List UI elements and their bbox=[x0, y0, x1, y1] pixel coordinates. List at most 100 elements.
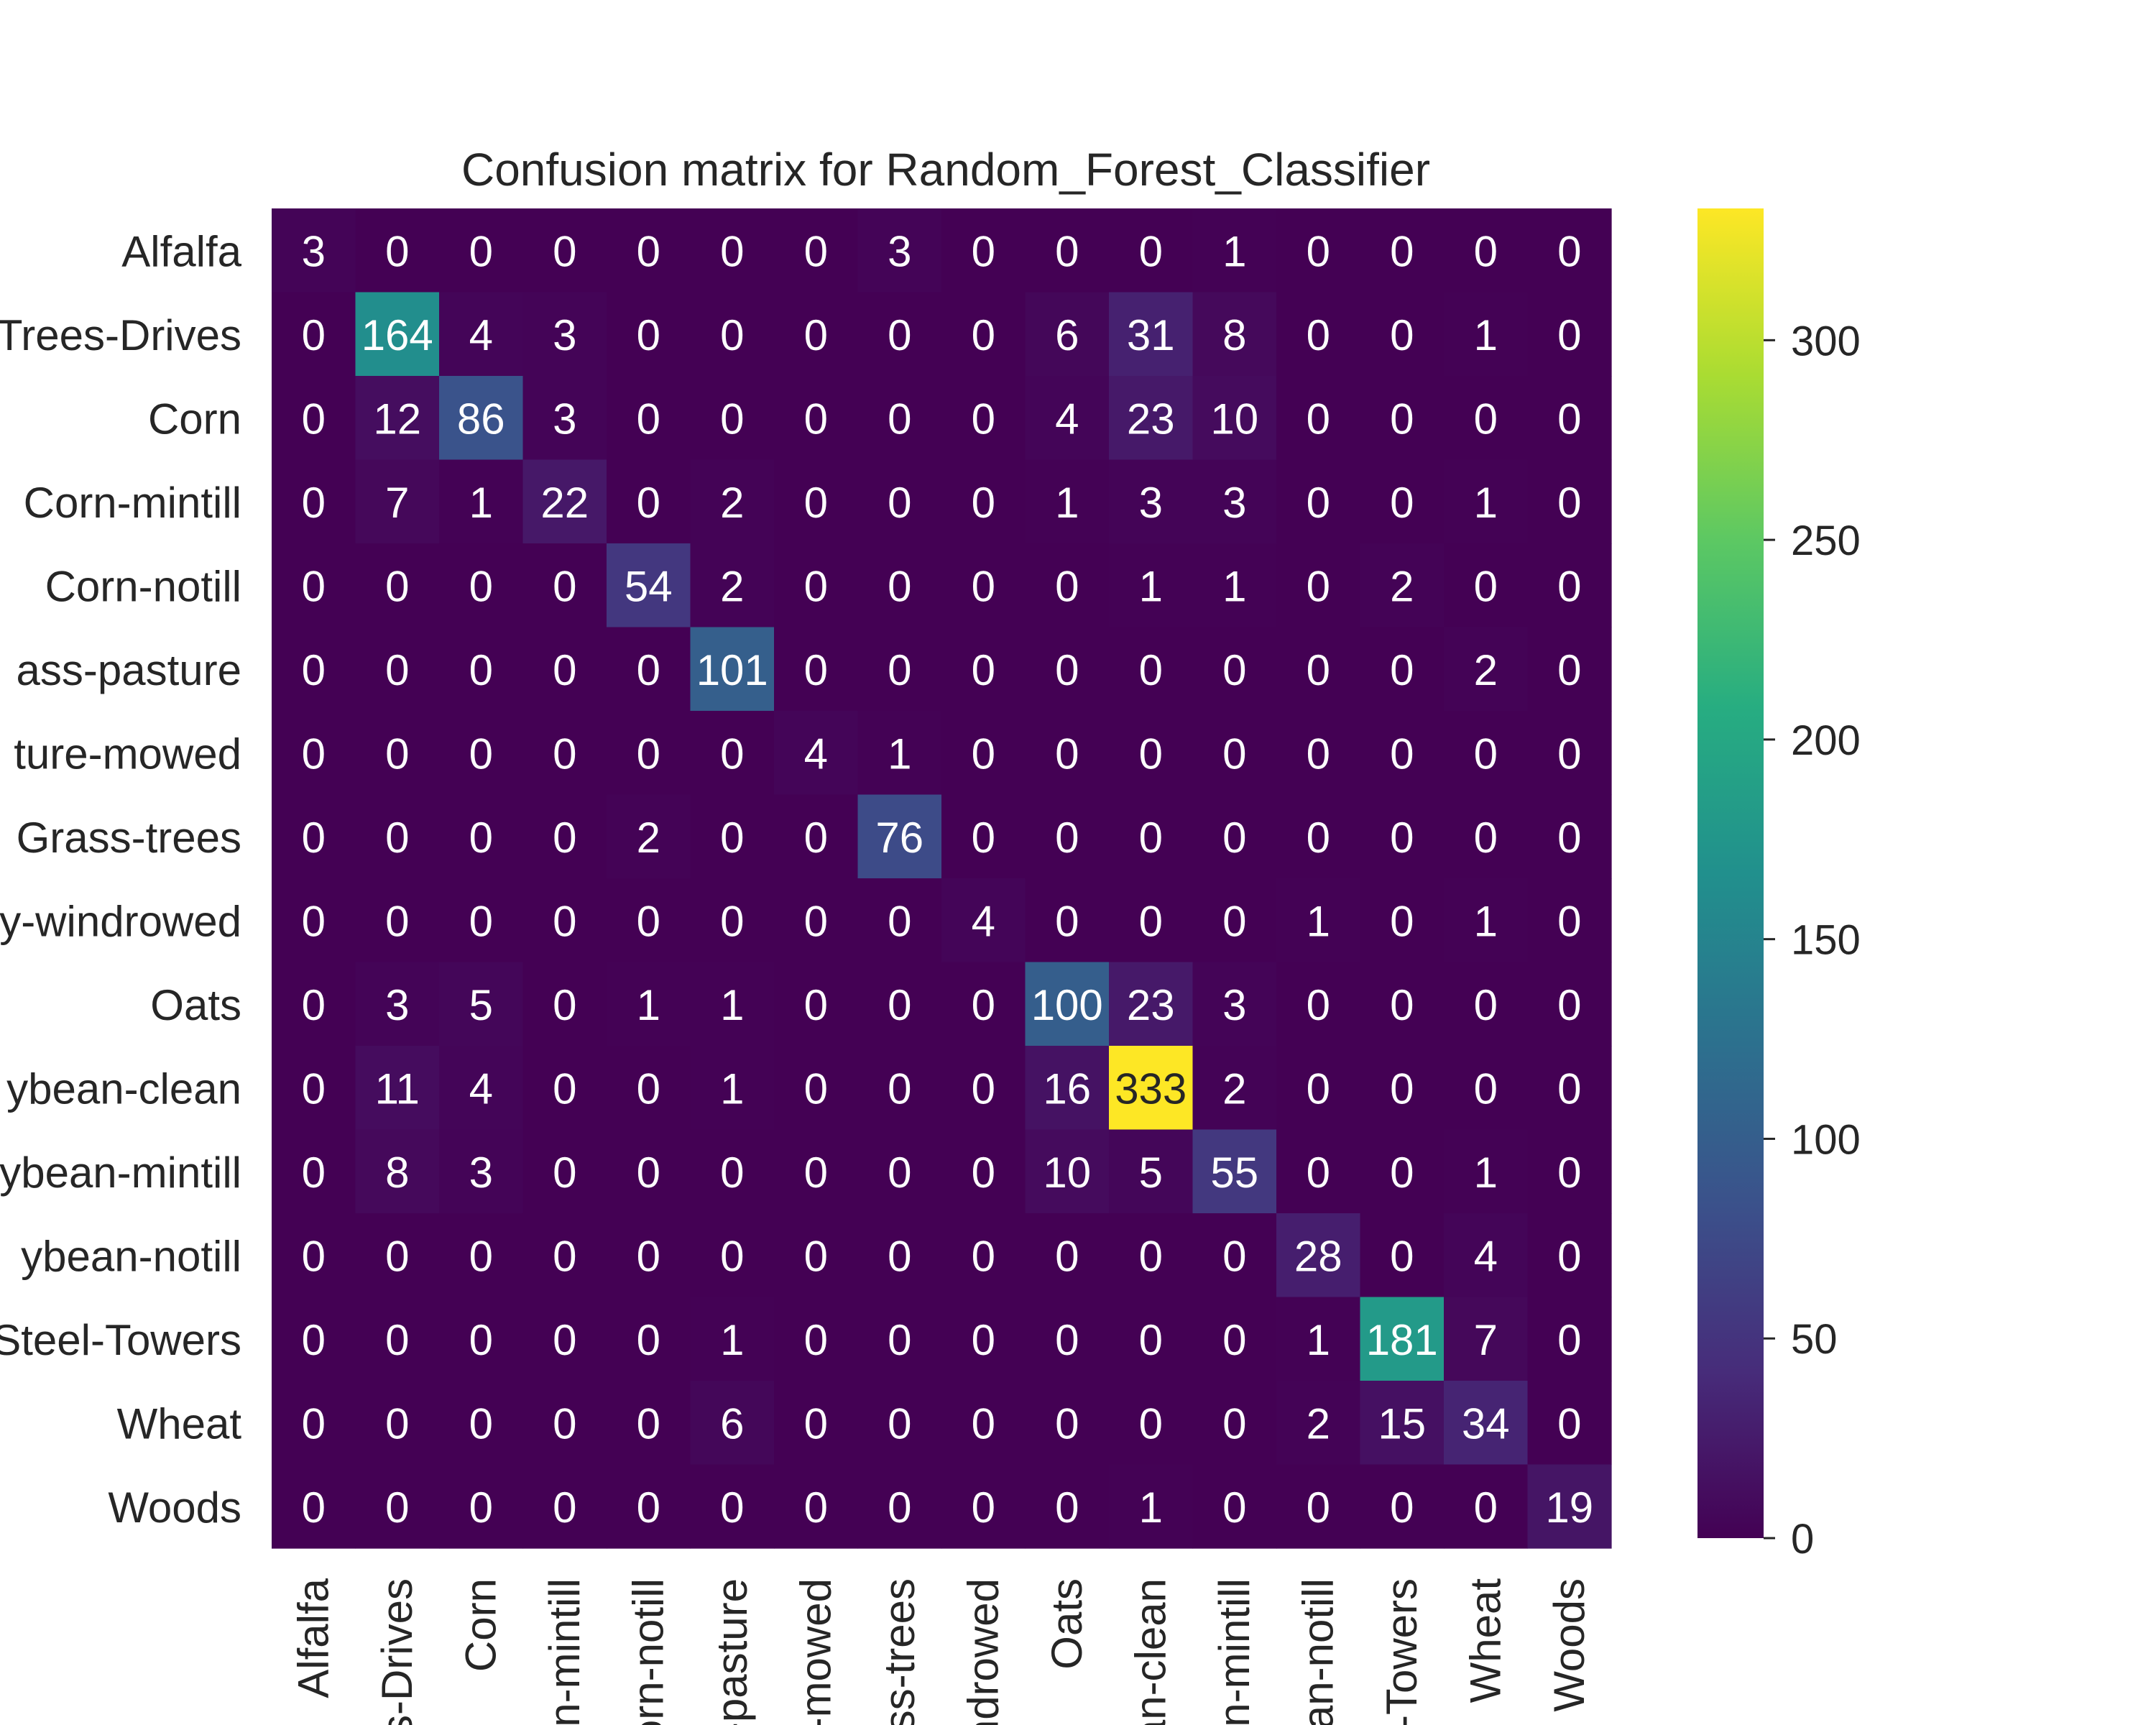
heatmap-cell bbox=[774, 1297, 859, 1381]
heatmap-cell bbox=[1276, 459, 1361, 544]
heatmap-cell bbox=[355, 208, 440, 293]
heatmap-cell bbox=[1444, 459, 1529, 544]
cell-value: 0 bbox=[553, 1232, 576, 1280]
cell-value: 6 bbox=[720, 1399, 744, 1448]
heatmap-cell bbox=[522, 1213, 607, 1298]
cell-value: 0 bbox=[302, 1232, 326, 1280]
heatmap-cell bbox=[774, 292, 859, 377]
cell-value: 0 bbox=[972, 311, 995, 359]
heatmap-cell bbox=[355, 1213, 440, 1298]
column-tick-label: Wheat bbox=[1461, 1578, 1509, 1703]
cell-value: 0 bbox=[804, 1316, 828, 1364]
cell-value: 0 bbox=[720, 897, 744, 945]
heatmap-cell bbox=[690, 962, 775, 1046]
heatmap-cell bbox=[857, 208, 942, 293]
cell-value: 0 bbox=[469, 1316, 493, 1364]
cell-value: 4 bbox=[469, 1064, 493, 1113]
heatmap-cell bbox=[522, 962, 607, 1046]
heatmap-cell bbox=[690, 627, 775, 712]
cell-value: 0 bbox=[553, 227, 576, 275]
cell-value: 0 bbox=[804, 1484, 828, 1532]
heatmap-cell bbox=[941, 1297, 1026, 1381]
cell-value: 0 bbox=[888, 1399, 911, 1448]
heatmap-cell bbox=[774, 1046, 859, 1131]
cell-value: 0 bbox=[1307, 814, 1330, 862]
cell-value: 0 bbox=[888, 479, 911, 527]
column-tick-label: s-Drives bbox=[373, 1578, 421, 1725]
heatmap-cell bbox=[1527, 1297, 1612, 1381]
heatmap-cell bbox=[522, 1381, 607, 1466]
column-tick-label: n-mintill bbox=[540, 1578, 589, 1725]
cell-value: 1 bbox=[1139, 562, 1163, 610]
heatmap-cell bbox=[607, 1129, 691, 1214]
cell-value: 3 bbox=[469, 1149, 493, 1197]
heatmap-cell bbox=[1192, 208, 1277, 293]
cell-value: 0 bbox=[1307, 1149, 1330, 1197]
cell-value: 2 bbox=[720, 479, 744, 527]
heatmap-cell bbox=[857, 1464, 942, 1549]
heatmap-cell bbox=[1025, 711, 1110, 796]
heatmap-cell bbox=[1360, 794, 1445, 879]
heatmap-cell bbox=[690, 208, 775, 293]
heatmap-cell bbox=[272, 711, 356, 796]
cell-value: 0 bbox=[888, 1316, 911, 1364]
heatmap-cell bbox=[439, 794, 524, 879]
cell-value: 0 bbox=[972, 227, 995, 275]
cell-value: 0 bbox=[1474, 227, 1498, 275]
heatmap-cell bbox=[1444, 1046, 1529, 1131]
heatmap-cell bbox=[1025, 1381, 1110, 1466]
heatmap-cell bbox=[522, 1297, 607, 1381]
heatmap-cell bbox=[1192, 878, 1277, 963]
heatmap-cell bbox=[1360, 543, 1445, 628]
row-tick-label: ture-mowed bbox=[14, 730, 241, 778]
cell-value: 0 bbox=[553, 1316, 576, 1364]
cell-value: 0 bbox=[972, 981, 995, 1029]
heatmap-cell bbox=[355, 962, 440, 1046]
heatmap-cell bbox=[1527, 1464, 1612, 1549]
cell-value: 164 bbox=[361, 311, 433, 359]
heatmap-cell bbox=[774, 627, 859, 712]
heatmap-cell bbox=[355, 1129, 440, 1214]
heatmap-cell bbox=[1527, 543, 1612, 628]
cell-value: 1 bbox=[469, 479, 493, 527]
cell-value: 0 bbox=[804, 395, 828, 443]
heatmap-cell bbox=[857, 1046, 942, 1131]
cell-value: 0 bbox=[888, 1484, 911, 1532]
heatmap-cell bbox=[1192, 376, 1277, 461]
heatmap-cell bbox=[1276, 376, 1361, 461]
heatmap-cell bbox=[1025, 1297, 1110, 1381]
row-tick-label: ybean-clean bbox=[6, 1064, 241, 1113]
heatmap-cell bbox=[1192, 1046, 1277, 1131]
heatmap-cell bbox=[1276, 711, 1361, 796]
heatmap-cell bbox=[607, 459, 691, 544]
heatmap-cell bbox=[272, 376, 356, 461]
colorbar-tick-label: 300 bbox=[1791, 318, 1861, 364]
cell-value: 31 bbox=[1127, 311, 1175, 359]
heatmap-cell bbox=[690, 292, 775, 377]
colorbar-tick-label: 150 bbox=[1791, 917, 1861, 964]
cell-value: 0 bbox=[385, 730, 409, 778]
cell-value: 0 bbox=[1557, 1064, 1581, 1113]
cell-value: 23 bbox=[1127, 395, 1175, 443]
cell-value: 0 bbox=[972, 395, 995, 443]
cell-value: 0 bbox=[1307, 981, 1330, 1029]
cell-value: 0 bbox=[637, 1232, 660, 1280]
heatmap-cell bbox=[1444, 1129, 1529, 1214]
cell-value: 0 bbox=[637, 311, 660, 359]
cell-value: 0 bbox=[1557, 1232, 1581, 1280]
cell-value: 0 bbox=[1557, 479, 1581, 527]
row-tick-label: Woods bbox=[108, 1484, 241, 1532]
heatmap-cell bbox=[857, 1297, 942, 1381]
cell-value: 1 bbox=[1474, 897, 1498, 945]
cell-value: 0 bbox=[804, 646, 828, 694]
cell-value: 0 bbox=[469, 814, 493, 862]
heatmap-cell bbox=[1444, 1297, 1529, 1381]
heatmap-cell bbox=[439, 292, 524, 377]
heatmap-cell bbox=[1192, 962, 1277, 1046]
cell-value: 3 bbox=[553, 311, 576, 359]
heatmap-cell bbox=[1527, 1046, 1612, 1131]
cell-value: 0 bbox=[302, 981, 326, 1029]
heatmap-cell bbox=[355, 1381, 440, 1466]
heatmap-cell bbox=[439, 1381, 524, 1466]
cell-value: 0 bbox=[888, 562, 911, 610]
